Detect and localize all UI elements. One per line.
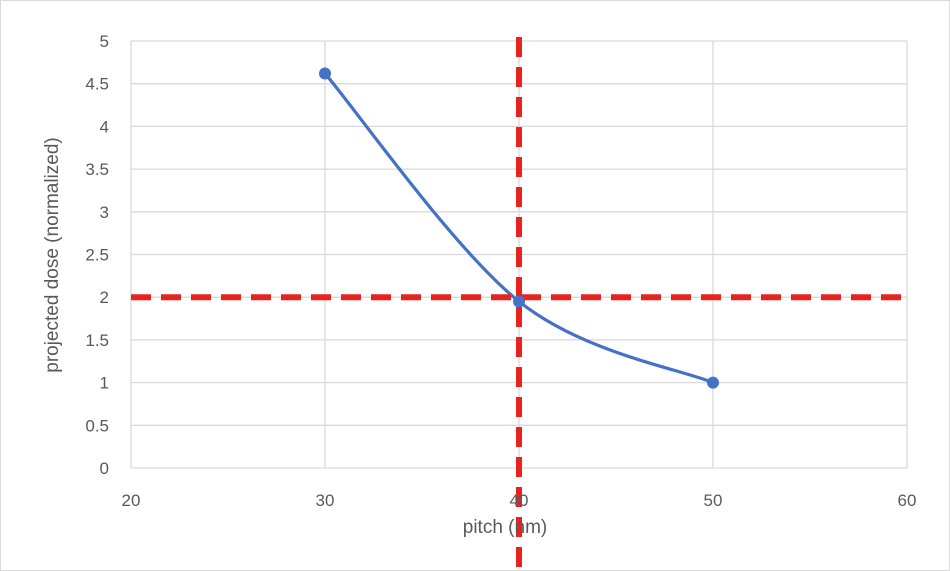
y-tick-label-2: 1 <box>100 374 109 393</box>
y-tick-label-9: 4.5 <box>85 75 109 94</box>
y-tick-label-7: 3.5 <box>85 160 109 179</box>
series-line-0 <box>323 71 715 385</box>
y-tick-label-3: 1.5 <box>85 331 109 350</box>
y-tick-label-1: 0.5 <box>85 416 109 435</box>
y-tick-label-10: 5 <box>100 32 109 51</box>
reference-lines-layer <box>131 37 907 570</box>
y-tick-label-8: 4 <box>100 117 109 136</box>
x-tick-label-3: 50 <box>704 491 723 510</box>
x-tick-label-0: 20 <box>122 491 141 510</box>
x-tick-label-4: 60 <box>898 491 917 510</box>
x-tick-label-2: 40 <box>510 491 529 510</box>
y-axis-title: projected dose (normalized) <box>42 137 63 373</box>
data-point-0-0 <box>319 67 331 80</box>
x-axis-title: pitch (nm) <box>463 517 547 538</box>
y-tick-label-4: 2 <box>100 288 109 307</box>
y-tick-label-0: 0 <box>100 459 109 478</box>
data-point-0-1 <box>513 295 525 308</box>
y-tick-label-6: 3 <box>100 203 109 222</box>
y-tick-label-5: 2.5 <box>85 246 109 265</box>
tick-label-layer: 0 0.5 1 1.5 2 2.5 3 3.5 4 4.5 5 20 30 40 50 60 <box>85 32 916 510</box>
x-tick-label-1: 30 <box>316 491 335 510</box>
series-layer <box>323 71 715 385</box>
data-point-0-2 <box>707 376 719 389</box>
marker-layer <box>319 67 719 389</box>
